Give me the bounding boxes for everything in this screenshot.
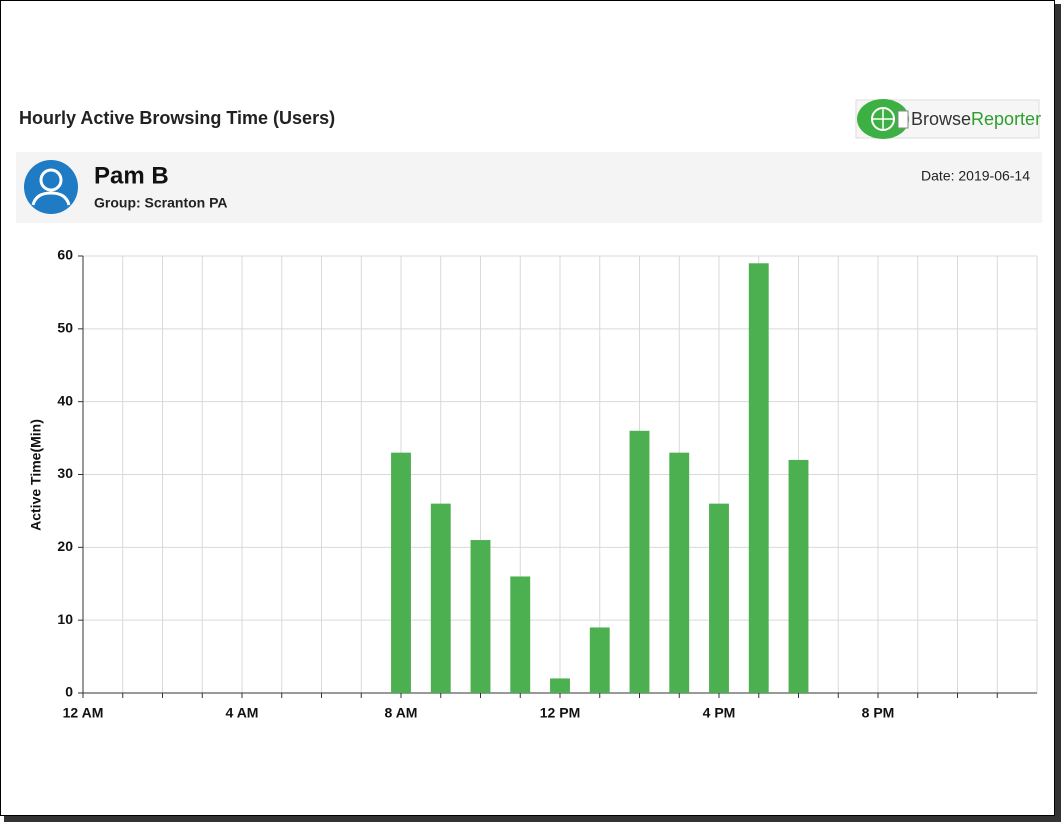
- bar: [550, 678, 570, 693]
- avatar-body: [31, 191, 71, 206]
- x-tick-label: 4 AM: [226, 705, 259, 721]
- bar: [629, 430, 650, 693]
- y-tick-label: 10: [57, 611, 73, 627]
- avatar-head: [39, 168, 63, 192]
- x-tick-label: 8 PM: [862, 705, 895, 721]
- bar: [669, 452, 690, 693]
- frame-shadow: [4, 816, 1061, 822]
- bar: [709, 503, 729, 693]
- logo-text-1: Browse: [911, 109, 971, 129]
- plot: 0 10 20 30 40 50 60 12 AM 4 AM 8 AM 12 PM 4 PM 8 PM: [57, 247, 1038, 721]
- y-tick-label: 40: [57, 392, 73, 408]
- y-tick-label: 20: [57, 538, 73, 554]
- logo-doc: [897, 110, 909, 129]
- logo-text: BrowseReporter: [911, 109, 1041, 129]
- y-tick-label: 50: [57, 320, 73, 336]
- user-name: Pam B: [94, 162, 169, 189]
- x-tick-label: 12 AM: [63, 705, 104, 721]
- frame-shadow: [1055, 4, 1061, 821]
- y-tick-label: 60: [57, 247, 73, 263]
- y-axis-label: Active Time(Min): [28, 419, 44, 531]
- avatar-circle: [24, 160, 78, 214]
- bar: [430, 503, 451, 693]
- report-date: Date: 2019-06-14: [921, 168, 1030, 184]
- y-tick-label: 0: [65, 684, 73, 700]
- x-tick-label: 8 AM: [385, 705, 418, 721]
- avatar: [24, 160, 78, 214]
- y-tick-label: 30: [57, 465, 73, 481]
- bar: [788, 459, 809, 693]
- logo-text-2: Reporter: [971, 109, 1041, 129]
- x-tick-label: 4 PM: [703, 705, 736, 721]
- user-band: [16, 152, 1042, 223]
- bar: [470, 540, 491, 693]
- user-group: Group: Scranton PA: [94, 195, 228, 211]
- report-title: Hourly Active Browsing Time (Users): [19, 108, 335, 128]
- bar: [748, 263, 769, 693]
- bar: [589, 627, 610, 693]
- logo: BrowseReporter: [855, 99, 1041, 139]
- bar: [391, 452, 411, 693]
- x-tick-label: 12 PM: [540, 705, 580, 721]
- bar: [510, 576, 531, 693]
